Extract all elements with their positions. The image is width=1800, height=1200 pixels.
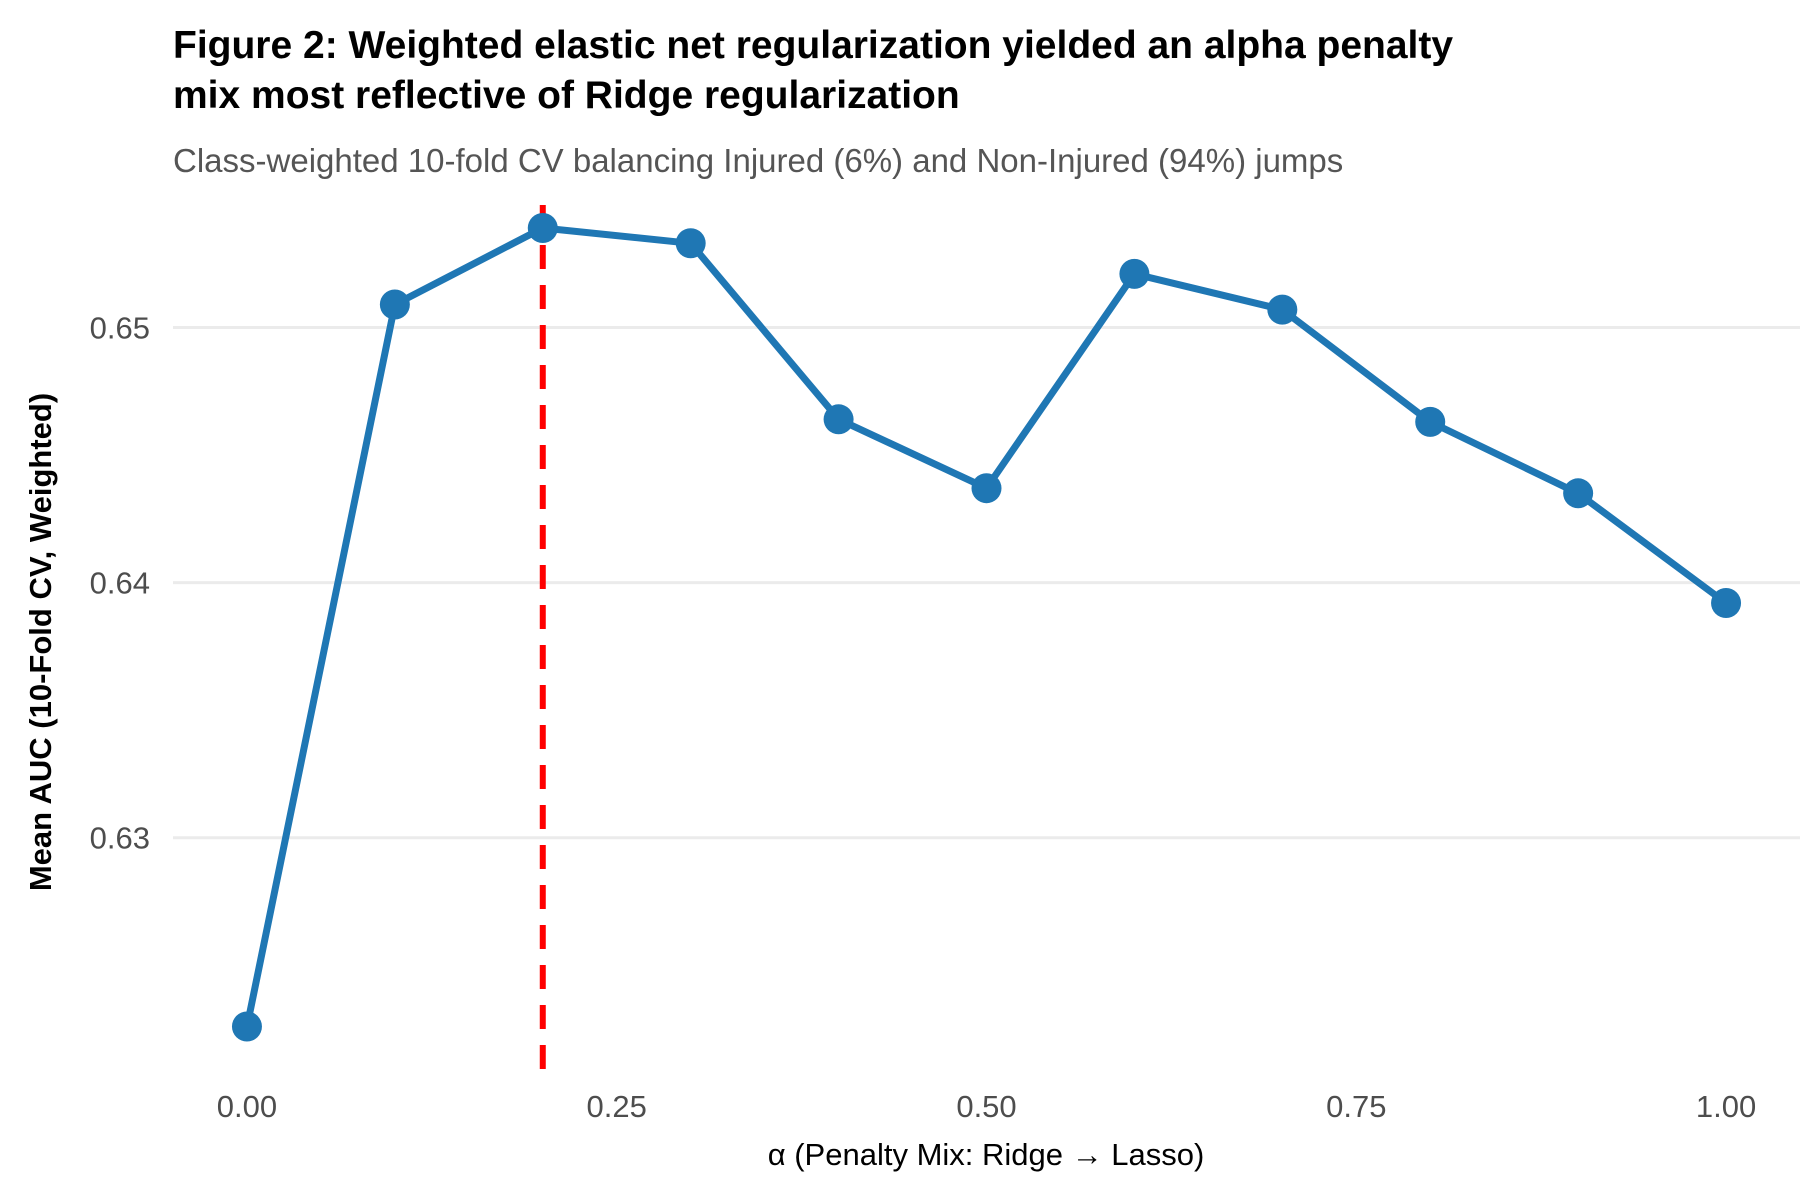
chart-subtitle: Class-weighted 10-fold CV balancing Inju…	[173, 142, 1343, 179]
y-tick-label: 0.65	[90, 310, 150, 345]
data-point	[379, 289, 410, 320]
x-tick-label: 0.25	[587, 1089, 647, 1124]
x-tick-label: 1.00	[1696, 1089, 1756, 1124]
data-point	[1119, 258, 1150, 289]
chart-title-line-2: mix most reflective of Ridge regularizat…	[173, 74, 960, 117]
y-axis-ticks: 0.63 0.64 0.65	[90, 310, 150, 855]
data-point	[823, 404, 854, 435]
y-tick-label: 0.64	[90, 566, 150, 601]
data-point	[1415, 406, 1446, 437]
grid-lines	[173, 325, 1800, 840]
x-tick-label: 0.50	[956, 1089, 1016, 1124]
x-axis-ticks: 0.00 0.25 0.50 0.75 1.00	[217, 1089, 1756, 1124]
x-tick-label: 0.00	[217, 1089, 277, 1124]
x-axis-label: α (Penalty Mix: Ridge → Lasso)	[768, 1137, 1205, 1172]
data-points	[231, 212, 1742, 1042]
y-tick-label: 0.63	[90, 821, 150, 856]
series-line	[243, 224, 1730, 1030]
data-point	[527, 212, 558, 243]
chart-title-line-1: Figure 2: Weighted elastic net regulariz…	[173, 24, 1453, 67]
data-point	[675, 228, 706, 259]
series-group	[243, 224, 1730, 1030]
x-tick-label: 0.75	[1326, 1089, 1386, 1124]
data-point	[971, 473, 1002, 504]
data-point	[1267, 294, 1298, 325]
data-point	[231, 1011, 262, 1042]
y-axis-label: Mean AUC (10-Fold CV, Weighted)	[23, 393, 58, 891]
data-point	[1711, 588, 1742, 619]
data-point	[1563, 478, 1594, 509]
